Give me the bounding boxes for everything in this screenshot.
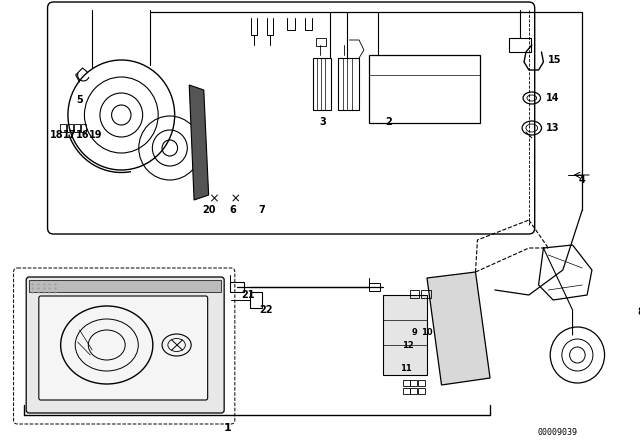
Text: 9: 9 — [412, 327, 417, 336]
Polygon shape — [189, 85, 209, 200]
Bar — [369, 283, 380, 291]
Text: 17: 17 — [63, 130, 77, 140]
Bar — [230, 282, 244, 292]
Bar — [250, 292, 262, 308]
Text: 12: 12 — [402, 340, 413, 349]
Bar — [509, 38, 531, 52]
Text: 20: 20 — [202, 205, 216, 215]
FancyBboxPatch shape — [39, 296, 207, 400]
Text: 14: 14 — [547, 93, 560, 103]
Text: 10: 10 — [421, 327, 433, 336]
Text: 11: 11 — [400, 363, 412, 372]
Bar — [383, 295, 427, 375]
Bar — [369, 55, 481, 123]
Text: 4: 4 — [579, 175, 586, 185]
Text: 2: 2 — [385, 117, 392, 127]
Bar — [403, 388, 410, 394]
Bar — [81, 124, 86, 132]
Text: 13: 13 — [547, 123, 560, 133]
Text: 18: 18 — [49, 130, 63, 140]
Text: 3: 3 — [320, 117, 326, 127]
Bar — [338, 58, 359, 110]
Bar — [60, 124, 66, 132]
FancyBboxPatch shape — [26, 277, 224, 413]
Bar — [419, 380, 425, 386]
Text: 21: 21 — [242, 290, 255, 300]
Text: 6: 6 — [230, 205, 236, 215]
Text: 1: 1 — [224, 423, 232, 433]
Text: 7: 7 — [259, 205, 266, 215]
Bar — [421, 290, 431, 298]
Text: 19: 19 — [90, 130, 103, 140]
Bar — [316, 38, 326, 46]
Text: 00009039: 00009039 — [538, 427, 578, 436]
Bar — [74, 124, 79, 132]
Text: 15: 15 — [548, 55, 562, 65]
Bar — [410, 388, 417, 394]
Bar — [410, 290, 419, 298]
Bar — [410, 380, 417, 386]
Bar — [419, 388, 425, 394]
Text: 8: 8 — [637, 307, 640, 317]
Bar — [314, 58, 331, 110]
Text: 16: 16 — [76, 130, 89, 140]
Bar — [403, 380, 410, 386]
Text: 5: 5 — [76, 95, 83, 105]
Text: 22: 22 — [259, 305, 273, 315]
Bar — [67, 124, 73, 132]
Polygon shape — [427, 272, 490, 385]
Bar — [29, 280, 221, 292]
